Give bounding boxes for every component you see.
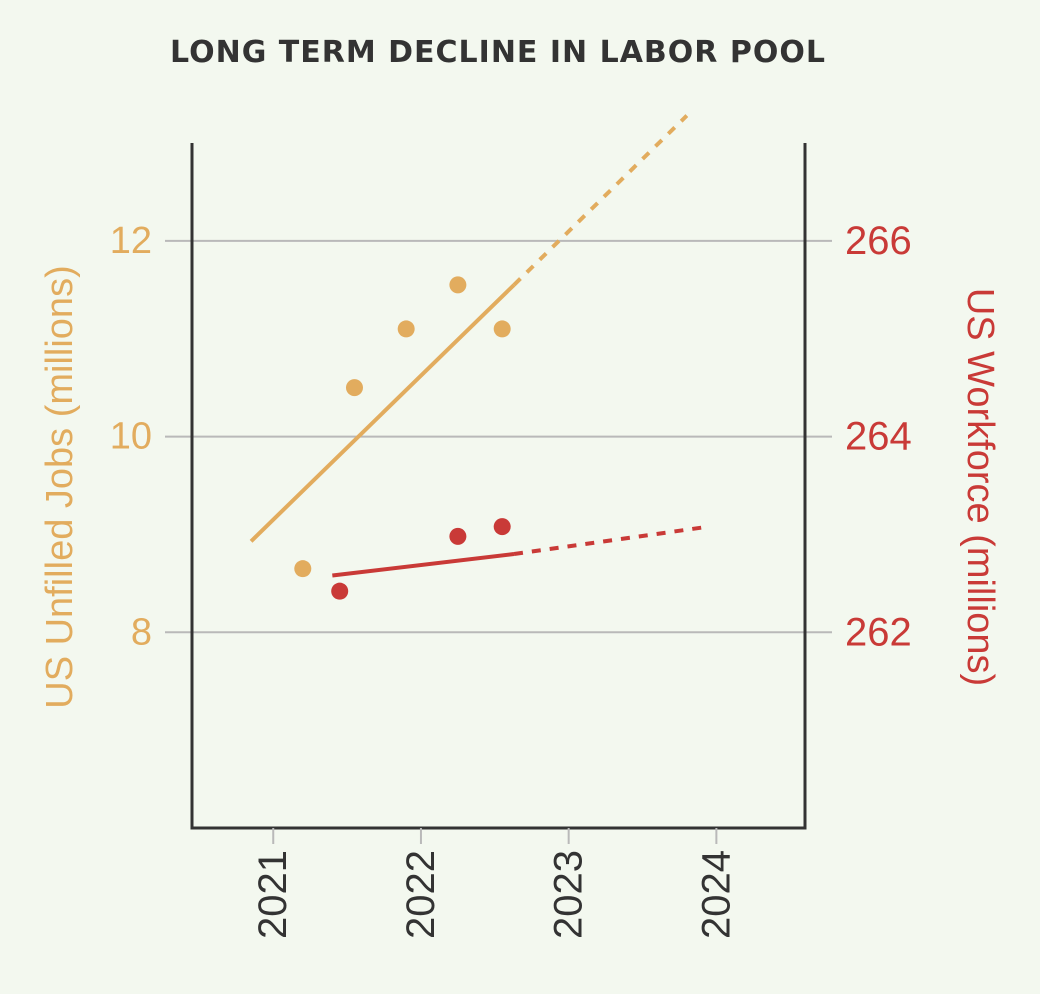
x-tick-label: 2022 bbox=[399, 850, 443, 939]
data-point bbox=[397, 320, 415, 338]
y-tick-label-right: 264 bbox=[845, 415, 912, 459]
data-points bbox=[294, 276, 511, 600]
trend-lines bbox=[249, 114, 710, 578]
grid-lines bbox=[165, 239, 832, 634]
tick-labels: 2021 2022 2023 2024 8 10 12 262 264 266 bbox=[110, 219, 912, 939]
y-tick-label-right: 262 bbox=[845, 610, 912, 654]
y-axis-right-label: US Workforce (millions) bbox=[959, 288, 1001, 686]
trend-line-solid bbox=[332, 552, 515, 578]
trend-line-projection bbox=[513, 524, 710, 556]
trend-line-projection bbox=[512, 114, 689, 287]
x-tick-label: 2024 bbox=[694, 850, 738, 939]
y-tick-label-left: 12 bbox=[110, 220, 152, 262]
x-tick-label: 2023 bbox=[547, 850, 591, 939]
data-point bbox=[493, 320, 511, 338]
y-tick-label-left: 10 bbox=[110, 416, 152, 458]
data-point bbox=[331, 582, 349, 600]
trend-line-solid bbox=[249, 283, 516, 543]
chart-title: LONG TERM DECLINE IN LABOR POOL bbox=[170, 35, 826, 70]
data-point bbox=[294, 560, 312, 578]
y-tick-label-left: 8 bbox=[131, 611, 152, 653]
data-point bbox=[449, 276, 467, 294]
data-point bbox=[493, 518, 511, 536]
tick-marks bbox=[272, 828, 718, 844]
data-point bbox=[449, 527, 467, 545]
y-axis-left-label: US Unfilled Jobs (millions) bbox=[39, 265, 81, 708]
y-tick-label-right: 266 bbox=[845, 219, 912, 263]
data-point bbox=[345, 379, 363, 397]
axes bbox=[190, 143, 807, 830]
x-tick-label: 2021 bbox=[251, 850, 295, 939]
